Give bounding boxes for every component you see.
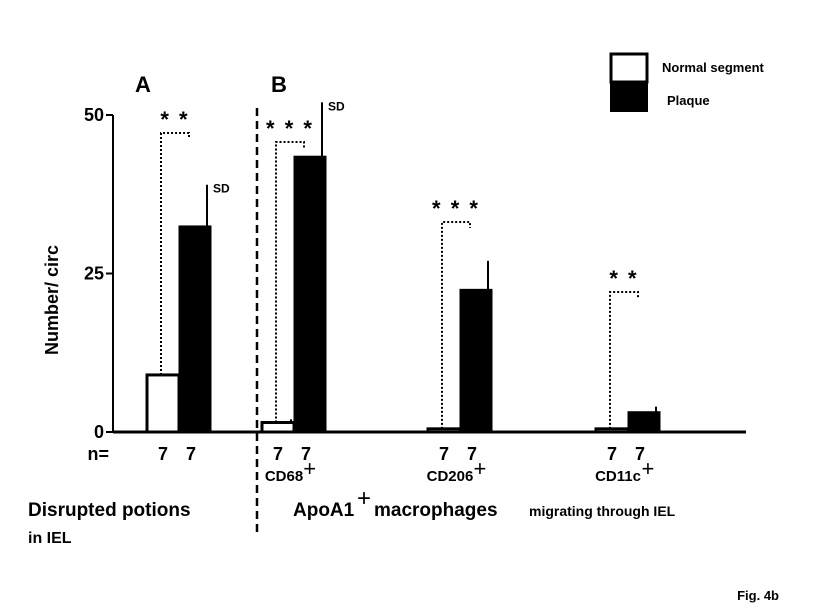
y-tick-label: 0: [94, 422, 104, 442]
y-tick-label: 25: [84, 264, 104, 284]
panel-label: A: [135, 72, 151, 97]
n-label: 7: [467, 444, 477, 464]
n-prefix: n=: [87, 444, 109, 464]
bar-normal-segment: [594, 427, 630, 434]
y-axis-label: Number/ circ: [42, 245, 62, 355]
sd-label: SD: [328, 99, 345, 113]
significance-bracket: [609, 291, 639, 429]
panel-label: B: [271, 72, 287, 97]
legend-swatch-plaque: [610, 82, 648, 112]
category-plus: +: [303, 456, 316, 481]
bar-plaque: [627, 411, 661, 433]
panel-b-caption-plus: +: [357, 485, 371, 512]
panel-b-caption: ApoA1: [293, 500, 355, 521]
category-plus: +: [474, 456, 487, 481]
legend-label: Plaque: [667, 93, 710, 108]
category-plus: +: [642, 456, 655, 481]
significance-label: * * *: [432, 196, 480, 221]
sd-label: SD: [213, 182, 230, 196]
n-label: 7: [439, 444, 449, 464]
n-label: 7: [186, 444, 196, 464]
bar-plaque: [293, 155, 327, 433]
legend-swatch-normal: [609, 52, 649, 84]
bar-normal-segment: [260, 420, 296, 434]
n-label: 7: [607, 444, 617, 464]
category-label: CD206: [427, 468, 474, 485]
n-label: 7: [635, 444, 645, 464]
n-label: 7: [158, 444, 168, 464]
significance-bracket: [441, 221, 471, 429]
bar-plaque: [178, 225, 212, 433]
bars: [145, 102, 661, 434]
significance-label: * *: [609, 266, 638, 291]
category-label: CD68: [265, 468, 303, 485]
n-label: 7: [273, 444, 283, 464]
bar-normal-segment: [145, 373, 181, 434]
significance-label: * *: [160, 107, 189, 132]
significance-bracket: [275, 141, 305, 423]
y-tick-label: 50: [84, 105, 104, 125]
panel-a-caption: in IEL: [28, 530, 72, 547]
category-label: CD11c: [595, 468, 641, 485]
panel-b-caption-small: migrating through IEL: [529, 503, 676, 519]
panel-b-caption: macrophages: [374, 500, 498, 521]
legend: Normal segment Plaque: [609, 52, 765, 112]
significance-label: * * *: [266, 116, 314, 141]
bar-plaque: [459, 288, 493, 433]
n-label: 7: [301, 444, 311, 464]
bar-normal-segment: [426, 427, 462, 434]
panel-a-caption: Disrupted potions: [28, 500, 191, 521]
significance-bracket: [160, 132, 190, 375]
figure-label: Fig. 4b: [737, 588, 779, 603]
legend-label: Normal segment: [662, 60, 765, 75]
